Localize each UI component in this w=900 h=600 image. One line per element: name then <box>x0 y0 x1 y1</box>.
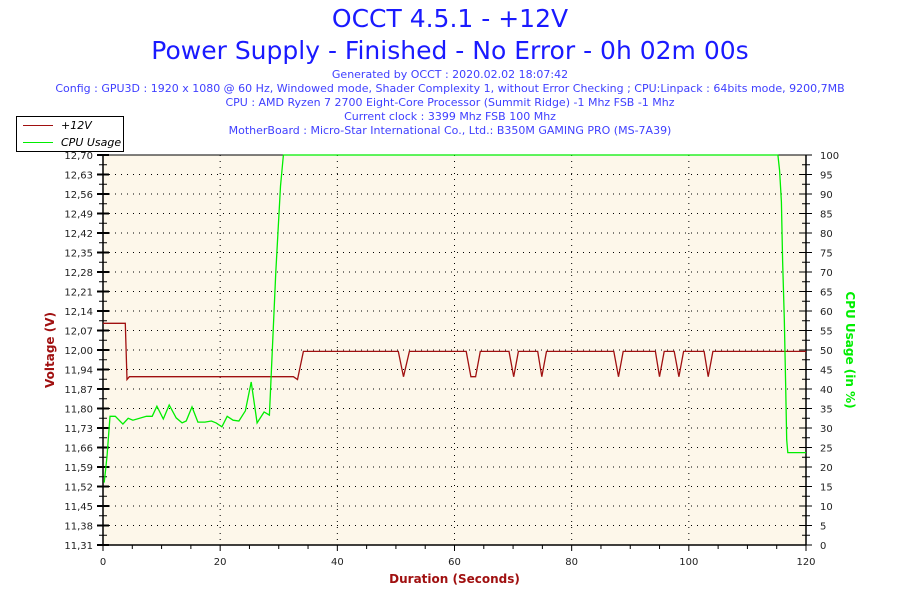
legend: +12V CPU Usage <box>16 116 124 152</box>
y2-tick-label: 60 <box>820 307 833 318</box>
x-tick-label: 20 <box>214 557 227 568</box>
y-axis-title: Voltage (V) <box>43 312 57 388</box>
y-tick-label: 12,49 <box>64 210 93 221</box>
y-tick-label: 12,42 <box>64 229 93 240</box>
y2-tick-label: 10 <box>820 502 833 513</box>
y-tick-label: 11,45 <box>64 502 93 513</box>
y-tick-label: 11,80 <box>64 405 93 416</box>
y2-tick-label: 95 <box>820 171 833 182</box>
legend-label-voltage: +12V <box>61 118 92 132</box>
series-line-cpu <box>103 154 806 483</box>
y2-tick-label: 85 <box>820 210 833 221</box>
y-tick-label: 11,66 <box>64 444 93 455</box>
y2-tick-label: 50 <box>820 346 833 357</box>
y2-tick-label: 5 <box>820 522 826 533</box>
y-tick-label: 12,63 <box>64 171 93 182</box>
y-tick-label: 11,38 <box>64 522 93 533</box>
x-tick-label: 0 <box>100 557 106 568</box>
legend-swatch-voltage <box>23 124 53 126</box>
y2-tick-label: 30 <box>820 424 833 435</box>
y2-tick-label: 15 <box>820 483 833 494</box>
y2-tick-label: 100 <box>820 151 839 162</box>
y2-tick-label: 40 <box>820 385 833 396</box>
y2-tick-label: 25 <box>820 444 833 455</box>
y-tick-label: 12,14 <box>64 307 93 318</box>
y2-tick-label: 65 <box>820 288 833 299</box>
y2-tick-label: 75 <box>820 249 833 260</box>
generated-info: Generated by OCCT : 2020.02.02 18:07:42 <box>331 68 569 81</box>
y-tick-label: 12,21 <box>64 288 93 299</box>
y-tick-label: 11,59 <box>64 463 93 474</box>
plot-area <box>103 155 806 545</box>
y2-axis-title: CPU Usage (in %) <box>843 291 857 408</box>
x-tick-label: 120 <box>796 557 815 568</box>
y2-tick-label: 45 <box>820 366 833 377</box>
y-tick-label: 12,35 <box>64 249 93 260</box>
motherboard-info: MotherBoard : Micro-Star International C… <box>228 124 672 137</box>
y-tick-label: 12,70 <box>64 151 93 162</box>
legend-label-cpu: CPU Usage <box>61 135 122 149</box>
y2-tick-label: 20 <box>820 463 833 474</box>
y-tick-label: 12,56 <box>64 190 93 201</box>
y-tick-label: 11,31 <box>64 541 93 552</box>
series-line-voltage <box>103 322 806 382</box>
y-tick-label: 11,52 <box>64 483 93 494</box>
x-axis-title: Duration (Seconds) <box>389 572 520 586</box>
x-tick-label: 40 <box>331 557 344 568</box>
y2-tick-label: 35 <box>820 405 833 416</box>
y2-tick-label: 70 <box>820 268 833 279</box>
y-tick-label: 12,28 <box>64 268 93 279</box>
chart-title: OCCT 4.5.1 - +12V <box>331 4 569 33</box>
x-tick-label: 60 <box>448 557 461 568</box>
y-tick-label: 12,07 <box>64 327 93 338</box>
x-tick-label: 80 <box>565 557 578 568</box>
y2-tick-label: 90 <box>820 190 833 201</box>
clock-info: Current clock : 3399 Mhz FSB 100 Mhz <box>344 110 556 123</box>
y-tick-label: 11,73 <box>64 424 93 435</box>
y2-tick-label: 55 <box>820 327 833 338</box>
cpu-info: CPU : AMD Ryzen 7 2700 Eight-Core Proces… <box>225 96 675 109</box>
chart-subtitle: Power Supply - Finished - No Error - 0h … <box>151 36 749 65</box>
x-tick-label: 100 <box>679 557 698 568</box>
legend-item-voltage: +12V <box>17 117 92 133</box>
config-info: Config : GPU3D : 1920 x 1080 @ 60 Hz, Wi… <box>55 82 845 95</box>
y2-tick-label: 80 <box>820 229 833 240</box>
legend-item-cpu: CPU Usage <box>17 134 121 150</box>
y-tick-label: 11,94 <box>64 366 93 377</box>
y2-tick-label: 0 <box>820 541 826 552</box>
y-tick-label: 12,00 <box>64 346 93 357</box>
legend-swatch-cpu <box>23 141 53 143</box>
y-tick-label: 11,87 <box>64 385 93 396</box>
